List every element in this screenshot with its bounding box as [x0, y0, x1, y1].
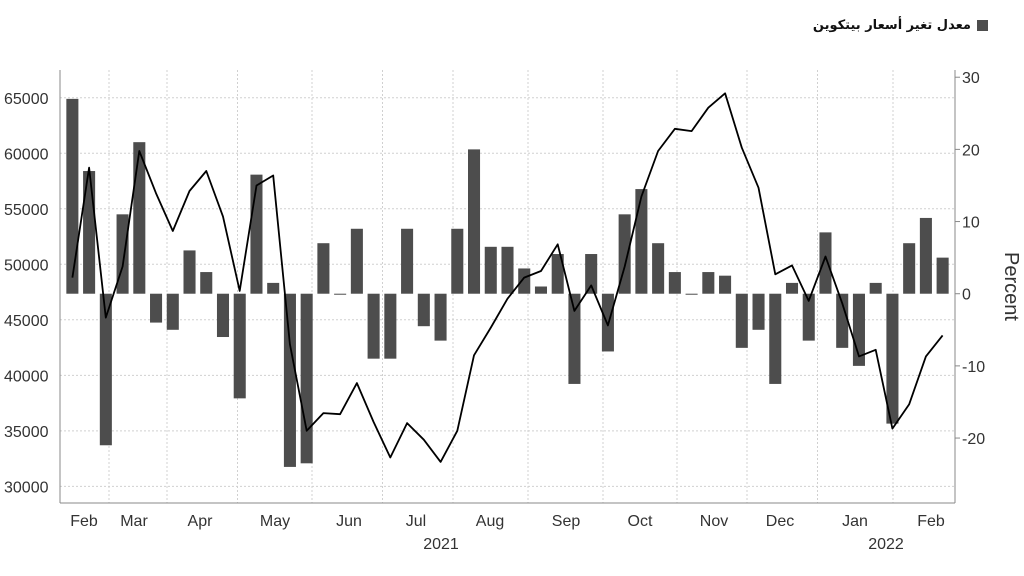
bar [769, 293, 782, 384]
bar [869, 282, 882, 294]
bar [484, 246, 497, 294]
bar [819, 232, 832, 294]
bar [166, 293, 179, 330]
bar [250, 174, 263, 294]
month-label: Feb [917, 513, 945, 530]
legend-label: معدل تغير أسعار بيتكوين [812, 18, 971, 33]
left-tick-label: 65000 [4, 91, 49, 108]
month-label: Aug [476, 513, 504, 530]
left-tick-label: 40000 [4, 368, 49, 385]
left-axis-ticks: 30000 35000 40000 45000 50000 55000 60000 65000 [4, 91, 49, 497]
right-tick-label: -20 [962, 431, 985, 448]
month-label: Feb [70, 513, 98, 530]
left-tick-label: 55000 [4, 202, 49, 219]
bar [785, 282, 799, 294]
bar [417, 293, 430, 327]
bar [317, 243, 330, 294]
bar [133, 142, 146, 294]
bar [501, 246, 514, 294]
bar [635, 189, 648, 294]
bar [283, 293, 296, 467]
month-label: May [260, 513, 290, 530]
bar [702, 272, 715, 294]
bar [350, 228, 363, 294]
bar [568, 293, 581, 384]
month-label: Jul [406, 513, 426, 530]
month-label: Dec [766, 513, 794, 530]
bar [216, 293, 230, 338]
month-label: Apr [188, 513, 214, 530]
bar [401, 228, 414, 294]
right-tick-label: 10 [962, 215, 980, 232]
bar [685, 293, 698, 295]
x-axis-ticks: Feb Mar Apr May Jun Jul Aug Sep Oct Nov Dec Jan Feb 2… [70, 513, 945, 553]
right-tick-label: -10 [962, 359, 985, 376]
month-label: Oct [628, 513, 653, 530]
left-tick-label: 60000 [4, 146, 49, 163]
bar [334, 293, 347, 295]
bar [585, 254, 598, 294]
right-axis-ticks: -20 -10 0 10 20 30 [955, 70, 985, 448]
bar [233, 293, 246, 399]
bar [802, 293, 815, 341]
left-tick-label: 35000 [4, 424, 49, 441]
bar [836, 293, 849, 348]
bar [735, 293, 748, 348]
legend: معدل تغير أسعار بيتكوين [813, 18, 988, 33]
month-label: Nov [700, 513, 728, 530]
bar [652, 243, 665, 294]
bar [551, 254, 564, 294]
bar [99, 293, 112, 446]
bar [518, 268, 531, 294]
bar [534, 286, 547, 294]
bar [668, 272, 681, 294]
bar [752, 293, 765, 330]
legend-swatch [977, 20, 988, 31]
bar [300, 293, 313, 464]
month-label: Jun [336, 513, 362, 530]
price-line [71, 92, 944, 463]
bar [83, 171, 96, 294]
bar [200, 272, 213, 294]
month-label: Jan [842, 513, 868, 530]
year-label: 2021 [423, 536, 459, 553]
right-tick-label: 0 [962, 287, 971, 304]
right-axis-label: Percent [1000, 252, 1022, 321]
month-label: Mar [120, 513, 148, 530]
bar [434, 293, 447, 341]
bar [618, 214, 631, 294]
bar [919, 217, 932, 294]
bar [936, 257, 949, 294]
left-tick-label: 50000 [4, 257, 49, 274]
bar [183, 250, 196, 294]
right-tick-label: 30 [962, 70, 980, 87]
left-tick-label: 30000 [4, 479, 49, 496]
bar [719, 275, 732, 294]
left-tick-label: 45000 [4, 313, 49, 330]
bar [451, 228, 464, 294]
bar [468, 149, 481, 294]
year-label: 2022 [868, 536, 904, 553]
month-label: Sep [552, 513, 581, 530]
bar [903, 243, 916, 294]
right-tick-label: 20 [962, 142, 980, 159]
bar [384, 293, 397, 359]
bar [267, 282, 280, 294]
bar [150, 293, 163, 323]
price-line-series [71, 92, 944, 463]
bar [367, 293, 380, 359]
bar [66, 98, 79, 294]
axes [59, 70, 956, 504]
bar [886, 293, 899, 424]
